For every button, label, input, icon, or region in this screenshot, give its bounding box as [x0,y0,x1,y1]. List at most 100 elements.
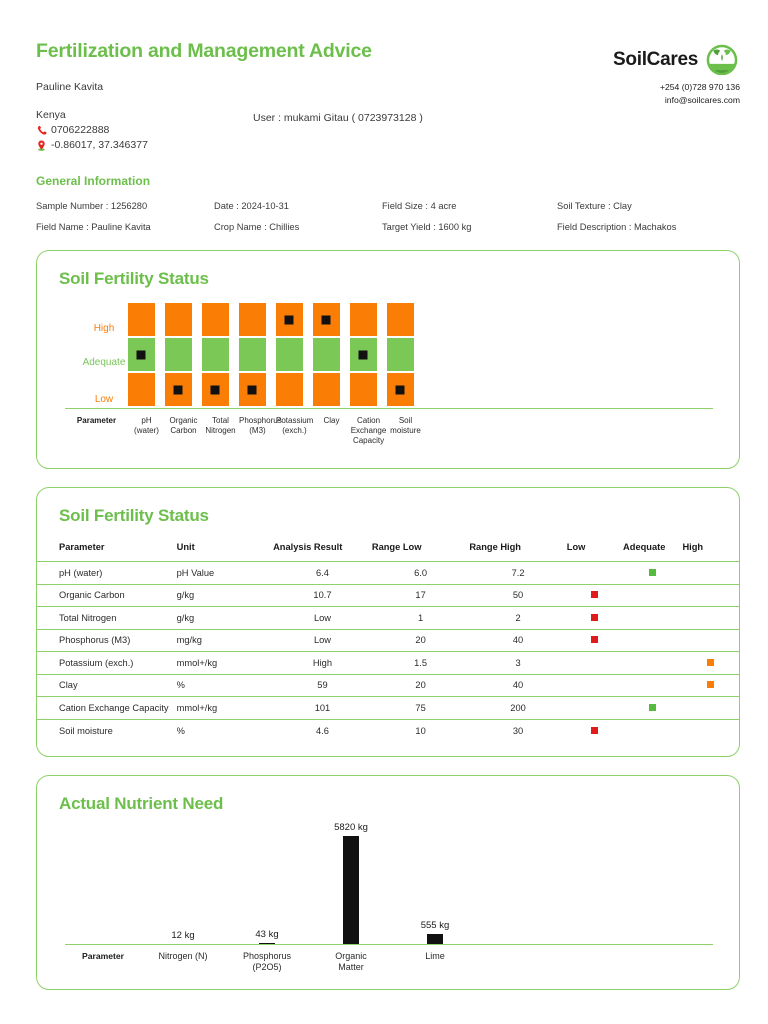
table-row: Potassium (exch.) mmol+/kg High 1.5 3 [37,651,739,675]
brand-phone: +254 (0)728 970 136 [659,82,740,92]
nutrient-axis-tick-label: Phosphorus (P2O5) [242,950,292,972]
cell-status-adequate [623,697,682,720]
user-line: User : mukami Gitau ( 0723973128 ) [253,112,423,124]
cell-status-high [682,629,739,652]
fertility-segment-adequate [387,338,414,371]
cell-unit: % [176,725,185,736]
general-information-heading: General Information [36,174,151,188]
nutrient-bar-group: 43 kg [225,929,309,944]
fertility-axis-tick-label: Organic Carbon [169,416,198,435]
info-date: Date : 2024-10-31 [214,201,289,211]
report-header: Fertilization and Management Advice Paul… [0,0,768,152]
fertility-segment-high [239,303,266,336]
info-field-name: Field Name : Pauline Kavita [36,222,151,232]
nutrient-axis-tick-label: Nitrogen (N) [158,950,208,961]
table-row: Soil moisture% 4.6 10 30 [37,719,739,742]
cell-status-high [682,652,739,675]
fertility-marker [284,315,294,324]
fertility-axis-tick-label: Cation Exchange Capacity [350,416,387,445]
location-row: -0.86017, 37.346377 [36,138,738,152]
fertility-segment-adequate [165,338,192,371]
actual-nutrient-need-chart: 12 kg 43 kg 5820 kg 555 kg Parameter Nitroge… [37,822,739,989]
nutrient-bar-group: 12 kg [141,930,225,944]
cell-analysis-result: 59 [317,680,328,691]
nutrient-bar-group: 555 kg [393,920,477,944]
cell-unit: mg/kg [176,635,202,646]
cell-status-adequate [623,562,682,585]
nutrient-bar-group: 5820 kg [309,822,393,944]
cell-status-low [567,652,623,675]
nutrient-axis-parameter-header: Parameter [81,950,125,961]
axis-label-low: Low [94,394,114,405]
cell-status-low [567,697,623,720]
fertility-marker [358,350,368,359]
cell-analysis-result: 4.6 [316,725,329,736]
nutrient-category-axis: Parameter Nitrogen (N) Phosphorus (P2O5) Org… [65,948,477,973]
cell-status-low [567,719,623,742]
nutrient-bar [343,835,359,944]
fertility-axis-tick-label: Soil moisture [390,416,421,435]
fertility-axis-tick-label: Phosphorus (M3) [239,416,282,435]
cell-status-adequate [623,629,682,652]
cell-analysis-result: 10.7 [313,590,332,601]
cell-unit: g/kg [176,612,195,623]
table-row: pH (water) pH Value 6.4 6.0 7.2 [37,561,739,585]
cell-range-low: 20 [415,635,426,646]
status-badge [591,726,599,734]
fertility-marker [173,385,183,394]
fertility-segment-high [387,303,414,336]
status-badge [649,703,657,711]
cell-parameter: Clay [59,680,78,691]
cell-analysis-result: Low [313,635,331,646]
nutrient-bar-value-label: 43 kg [255,928,279,940]
cell-parameter: Phosphorus (M3) [59,635,131,646]
nutrient-axis-tick-label: Lime [425,950,445,961]
cell-parameter: Cation Exchange Capacity [59,702,169,713]
fertility-segment-adequate [239,338,266,371]
cell-status-low [567,607,623,630]
fertility-marker [395,385,405,394]
chart-baseline [65,408,713,410]
soil-fertility-chart-card: Soil Fertility Status High Adequate Low … [36,250,740,469]
brand-email: info@soilcares.com [664,94,740,105]
nutrient-axis-tick-label: Organic Matter [335,950,367,972]
cell-range-low: 1.5 [414,657,428,668]
cell-parameter: Soil moisture [59,725,113,736]
cell-status-adequate [623,607,682,630]
cell-range-high: 50 [512,590,524,601]
cell-analysis-result: Low [313,612,331,623]
fertility-segment-high [128,303,155,336]
nutrient-chart-baseline [65,943,713,945]
fertility-column [128,303,155,406]
general-information-grid: Sample Number : 1256280 Date : 2024-10-3… [36,201,738,232]
fertility-axis-tick-label: Clay [323,416,340,425]
info-crop-name: Crop Name : Chillies [214,222,300,232]
phone-row: 0706222888 [36,123,738,137]
cell-range-high: 200 [510,702,526,713]
cell-range-high: 40 [512,635,524,646]
soilcares-leaf-logo-icon [704,44,740,76]
fertility-axis-parameter-header: Parameter [76,416,117,425]
table-row: Total Nitrogen g/kg Low 1 2 [37,606,739,630]
fertility-segment-low [239,373,266,406]
fertility-column [239,303,266,406]
cell-range-low: 6.0 [414,567,428,578]
th-adequate: Adequate [623,542,666,552]
table-row: Organic Carbon g/kg 10.7 17 50 [37,584,739,607]
fertility-segment-high [313,303,340,336]
farmer-name: Pauline Kavita [36,81,104,93]
brand-name: SoilCares [613,48,698,70]
cell-unit: pH Value [176,567,215,578]
cell-parameter: Potassium (exch.) [59,657,134,668]
status-badge [649,568,657,576]
cell-unit: mmol+/kg [176,657,218,668]
fertility-segment-high [202,303,229,336]
info-sample-number: Sample Number : 1256280 [36,201,148,211]
coordinates: -0.86017, 37.346377 [51,139,148,151]
fertility-segment-adequate [350,338,377,371]
fertility-segment-low [313,373,340,406]
fertility-level-axis: High Adequate Low [65,303,143,413]
cell-parameter: Total Nitrogen [59,612,117,623]
info-target-yield: Target Yield : 1600 kg [382,222,472,232]
soil-fertility-table-title: Soil Fertility Status [59,506,209,525]
